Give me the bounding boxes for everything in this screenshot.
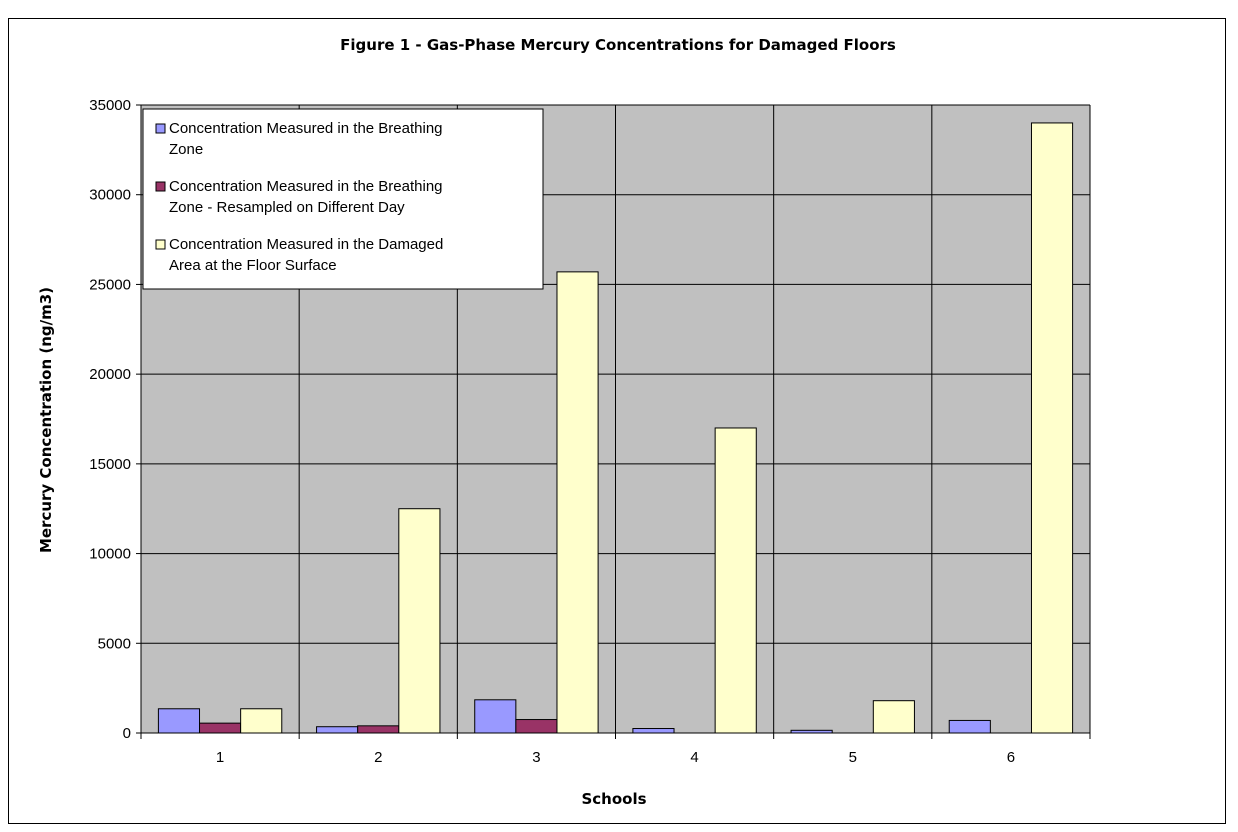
legend-entry-3: Concentration Measured in the Damaged Are… — [169, 236, 443, 274]
bar-s3-school-5 — [872, 700, 915, 734]
y-tick-label: 5000 — [98, 635, 131, 652]
legend-entry-1: Concentration Measured in the Breathing Z… — [169, 120, 443, 158]
bar-s2-school-2 — [357, 725, 400, 734]
bar-s1-school-3 — [474, 699, 517, 734]
y-tick-label: 0 — [123, 725, 131, 742]
bar-s3-school-4 — [714, 427, 757, 734]
legend-entry-2: Concentration Measured in the Breathing Z… — [169, 178, 443, 216]
legend-swatch-3 — [155, 239, 166, 250]
bar-s2-school-3 — [515, 719, 558, 734]
legend-swatch-2 — [155, 181, 166, 192]
legend: Concentration Measured in the Breathing Z… — [142, 108, 544, 290]
bar-s3-school-3 — [556, 271, 599, 734]
bar-s3-school-2 — [398, 508, 441, 734]
y-tick-label: 30000 — [89, 187, 131, 204]
bar-s1-school-6 — [948, 719, 991, 734]
y-axis-title: Mercury Concentration (ng/m3) — [37, 287, 55, 553]
legend-swatch-1 — [155, 123, 166, 134]
y-tick-label: 15000 — [89, 456, 131, 473]
x-tick-label: 1 — [216, 749, 224, 766]
y-tick-labels: 0 5000 10000 15000 20000 25000 30000 35000 — [89, 97, 141, 742]
x-tick-label: 5 — [849, 749, 857, 766]
bar-s2-school-1 — [199, 722, 242, 734]
y-tick-label: 35000 — [89, 97, 131, 114]
x-axis-title: Schools — [581, 790, 646, 808]
bar-s3-school-1 — [240, 708, 283, 734]
x-tick-labels: 1 2 3 4 5 6 — [140, 733, 1091, 766]
chart-title: Figure 1 - Gas-Phase Mercury Concentrati… — [340, 36, 896, 54]
bar-s1-school-4 — [632, 728, 675, 734]
bar-s3-school-6 — [1030, 122, 1074, 734]
x-tick-label: 2 — [374, 749, 382, 766]
y-tick-label: 20000 — [89, 366, 131, 383]
y-tick-label: 25000 — [89, 276, 131, 293]
bar-s1-school-2 — [316, 726, 359, 734]
x-tick-label: 3 — [532, 749, 540, 766]
x-tick-label: 4 — [690, 749, 698, 766]
legend-box — [142, 108, 544, 290]
bars — [157, 122, 1074, 734]
x-tick-label: 6 — [1007, 749, 1015, 766]
bar-s1-school-1 — [157, 708, 201, 734]
y-tick-label: 10000 — [89, 546, 131, 563]
